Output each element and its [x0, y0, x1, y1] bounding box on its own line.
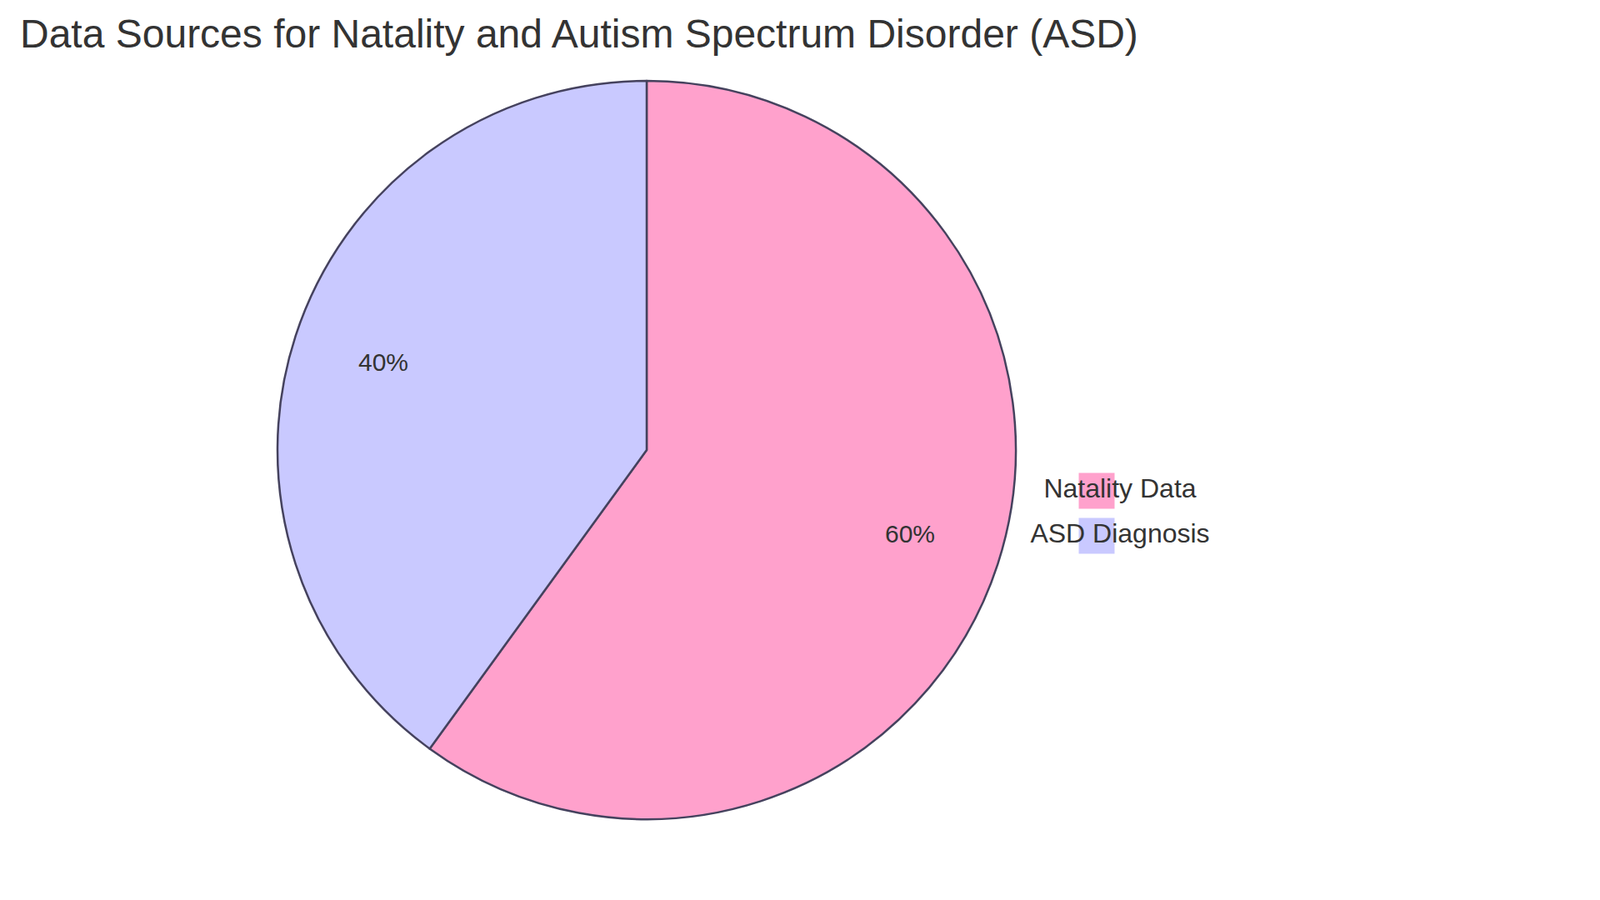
svg-text:40%: 40% — [358, 348, 409, 376]
svg-text:Natality Data: Natality Data — [1043, 473, 1196, 504]
html-text:Data Sources for Natality and: Data Sources for Natality and Autism Spe… — [20, 11, 1139, 56]
svg-text:60%: 60% — [885, 520, 935, 548]
svg-text:ASD Diagnosis: ASD Diagnosis — [1030, 518, 1210, 549]
